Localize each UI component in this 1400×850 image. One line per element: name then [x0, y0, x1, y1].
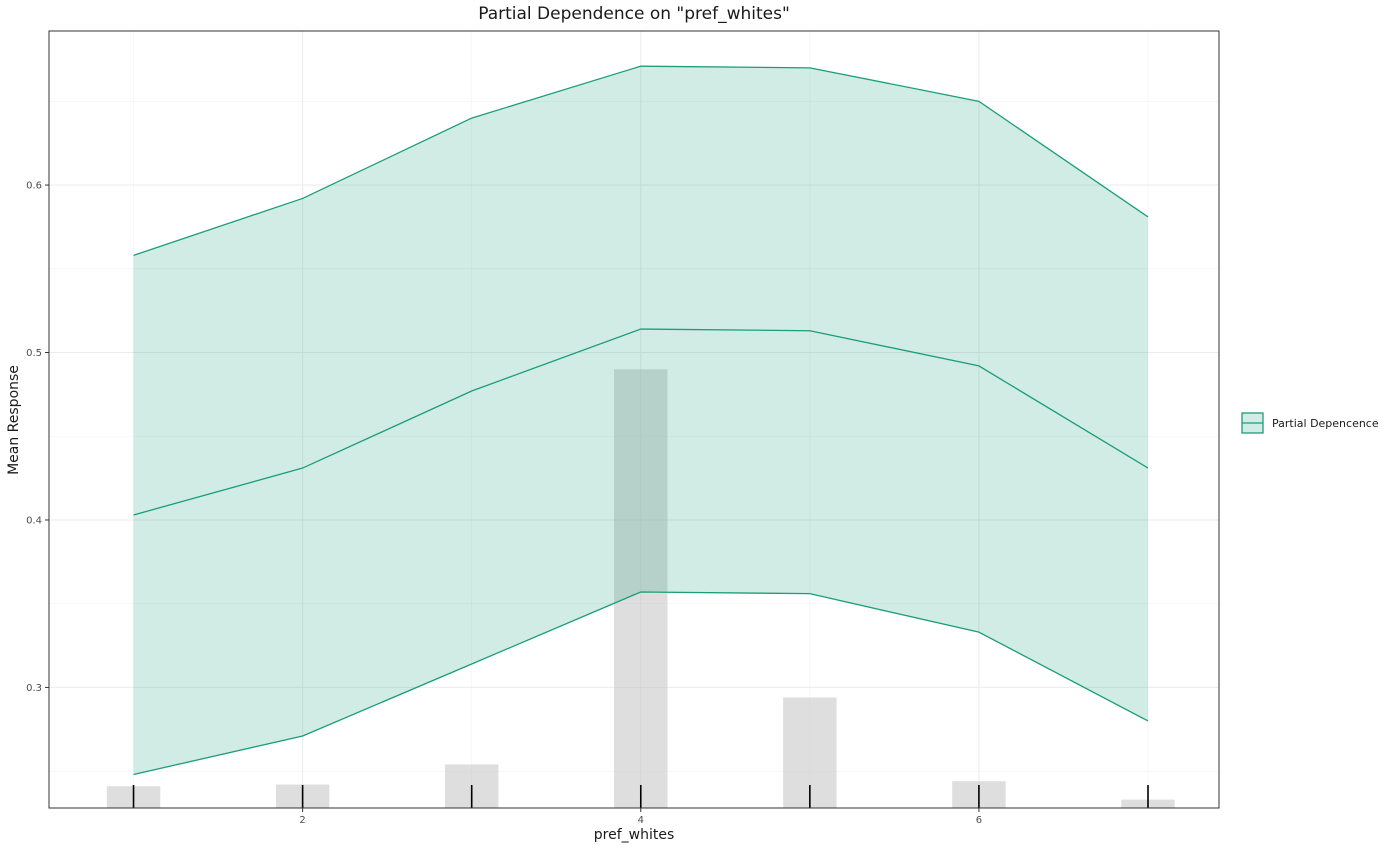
x-tick-label: 6	[976, 815, 982, 826]
y-tick-label: 0.6	[26, 181, 42, 192]
legend-label: Partial Depencence	[1272, 417, 1379, 430]
histogram	[106, 369, 1175, 808]
y-axis-title: Mean Response	[6, 365, 22, 475]
upper-bound-line	[133, 65, 1149, 257]
histogram-bar	[614, 369, 668, 808]
mean-response-line	[133, 328, 1149, 516]
chart-title: Partial Dependence on "pref_whites"	[478, 4, 790, 24]
x-tick-label: 4	[638, 815, 644, 826]
rug-marks	[132, 785, 1149, 808]
plot-border	[48, 30, 1220, 809]
legend: Partial Depencence	[1241, 412, 1379, 434]
y-tick-label: 0.4	[26, 515, 42, 526]
x-axis-title: pref_whites	[594, 827, 675, 843]
y-axis: 0.3 0.4 0.5 0.6	[26, 181, 49, 694]
y-tick-label: 0.5	[26, 348, 42, 359]
lower-bound-line	[133, 591, 1149, 776]
x-axis: 2 4 6	[299, 808, 982, 826]
series-lines	[133, 65, 1149, 776]
x-tick-label: 2	[299, 815, 305, 826]
confidence-band-area	[133, 66, 1148, 775]
y-tick-label: 0.3	[26, 683, 42, 694]
confidence-band	[133, 66, 1148, 775]
